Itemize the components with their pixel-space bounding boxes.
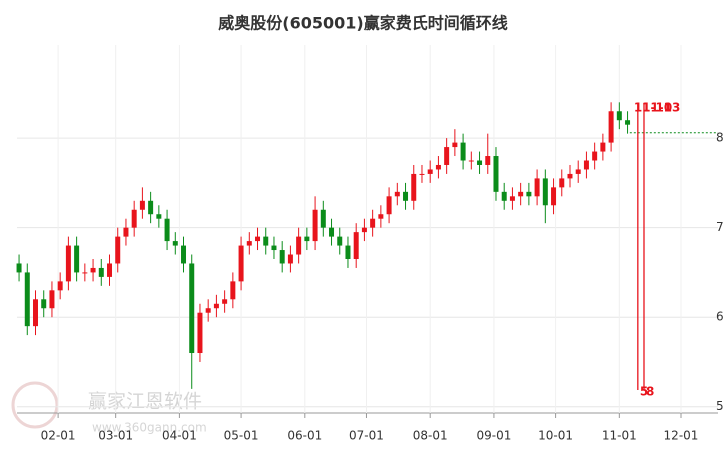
- candle-body: [197, 312, 203, 354]
- candle-body: [98, 267, 104, 277]
- candle-body: [164, 218, 170, 242]
- candle-body: [230, 281, 236, 300]
- candle-body: [608, 111, 614, 143]
- cycle-count: 8: [646, 385, 654, 399]
- candle-body: [296, 236, 302, 255]
- y-tick-label: 6: [716, 310, 724, 324]
- candle-body: [427, 169, 433, 174]
- candle-body: [49, 290, 55, 309]
- candle-body: [123, 227, 129, 237]
- candle-body: [107, 263, 113, 277]
- candle-body: [255, 236, 261, 242]
- candle-body: [625, 120, 631, 125]
- x-tick-label: 12-01: [664, 429, 699, 443]
- candle-body: [304, 236, 310, 242]
- candle-body: [213, 303, 219, 309]
- candle-body: [246, 241, 252, 246]
- candle-body: [411, 173, 417, 201]
- candle-body: [509, 196, 515, 201]
- cycle-label: 11-13: [642, 101, 680, 115]
- candle-body: [616, 111, 622, 121]
- x-tick-label: 05-01: [224, 429, 259, 443]
- candle-body: [559, 178, 565, 188]
- candle-body: [82, 272, 88, 274]
- candle-body: [394, 191, 400, 197]
- watermark-url: www.360gann.com: [92, 421, 207, 435]
- candle-body: [131, 209, 137, 228]
- candle-body: [263, 236, 269, 246]
- candle-body: [575, 169, 581, 174]
- y-tick-label: 8: [716, 131, 724, 145]
- candle-body: [205, 308, 211, 313]
- candle-body: [271, 245, 277, 251]
- candle-body: [600, 142, 606, 152]
- candle-body: [33, 299, 39, 327]
- x-tick-label: 06-01: [287, 429, 322, 443]
- candle-body: [148, 200, 154, 215]
- candle-body: [583, 160, 589, 170]
- x-tick-label: 04-01: [162, 429, 197, 443]
- candle-body: [115, 236, 121, 264]
- candle-body: [181, 245, 187, 264]
- candle-body: [279, 250, 285, 264]
- candle-body: [57, 281, 63, 291]
- candle-body: [139, 200, 145, 210]
- candle-body: [353, 232, 359, 259]
- candle-body: [41, 299, 47, 309]
- watermark-text: 赢家江恩软件: [88, 391, 202, 413]
- candle-body: [65, 245, 71, 282]
- candle-body: [345, 245, 351, 259]
- y-tick-label: 5: [716, 399, 724, 413]
- candle-body: [337, 236, 343, 246]
- candle-body: [477, 160, 483, 165]
- candle-body: [534, 178, 540, 197]
- cycle-count: 5: [640, 385, 648, 399]
- candle-body: [361, 227, 367, 233]
- watermark: 赢家江恩软件 www.360gann.com: [11, 381, 207, 435]
- candle-body: [452, 142, 458, 148]
- candle-body: [378, 214, 384, 219]
- candle-body: [312, 209, 318, 242]
- candle-body: [567, 173, 573, 179]
- x-tick-label: 03-01: [98, 429, 133, 443]
- candle-body: [90, 267, 96, 273]
- candle-body: [320, 209, 326, 228]
- candle-body: [172, 241, 178, 246]
- chart-title: 威奥股份(605001)赢家费氏时间循环线: [218, 14, 507, 33]
- candle-body: [485, 156, 491, 165]
- x-tick-label: 09-01: [476, 429, 511, 443]
- candle-body: [419, 173, 425, 175]
- x-tick-label: 11-01: [602, 429, 637, 443]
- candle-body: [287, 254, 293, 264]
- watermark-logo: [11, 381, 59, 429]
- x-tick-label: 02-01: [41, 429, 76, 443]
- candle-body: [189, 263, 195, 354]
- candle-body: [592, 151, 598, 161]
- candle-body: [444, 147, 450, 165]
- candle-body: [74, 245, 80, 273]
- candle-body: [518, 191, 524, 197]
- candle-body: [468, 160, 474, 162]
- candle-body: [551, 187, 557, 206]
- candle-body: [403, 191, 409, 201]
- candle-body: [460, 142, 466, 161]
- candle-body: [526, 191, 532, 197]
- candle-body: [24, 272, 30, 327]
- candle-body: [542, 178, 548, 206]
- candle-body: [493, 156, 499, 192]
- candle-body: [156, 214, 162, 219]
- y-tick-label: 7: [716, 220, 724, 234]
- candle-body: [501, 191, 507, 201]
- candle-body: [16, 263, 22, 273]
- candle-body: [435, 164, 441, 170]
- candle-body: [329, 227, 335, 237]
- candle-body: [370, 218, 376, 228]
- candle-body: [238, 245, 244, 282]
- x-tick-label: 08-01: [413, 429, 448, 443]
- x-tick-label: 10-01: [538, 429, 573, 443]
- candle-body: [222, 299, 228, 304]
- candle-body: [386, 196, 392, 215]
- x-tick-label: 07-01: [349, 429, 384, 443]
